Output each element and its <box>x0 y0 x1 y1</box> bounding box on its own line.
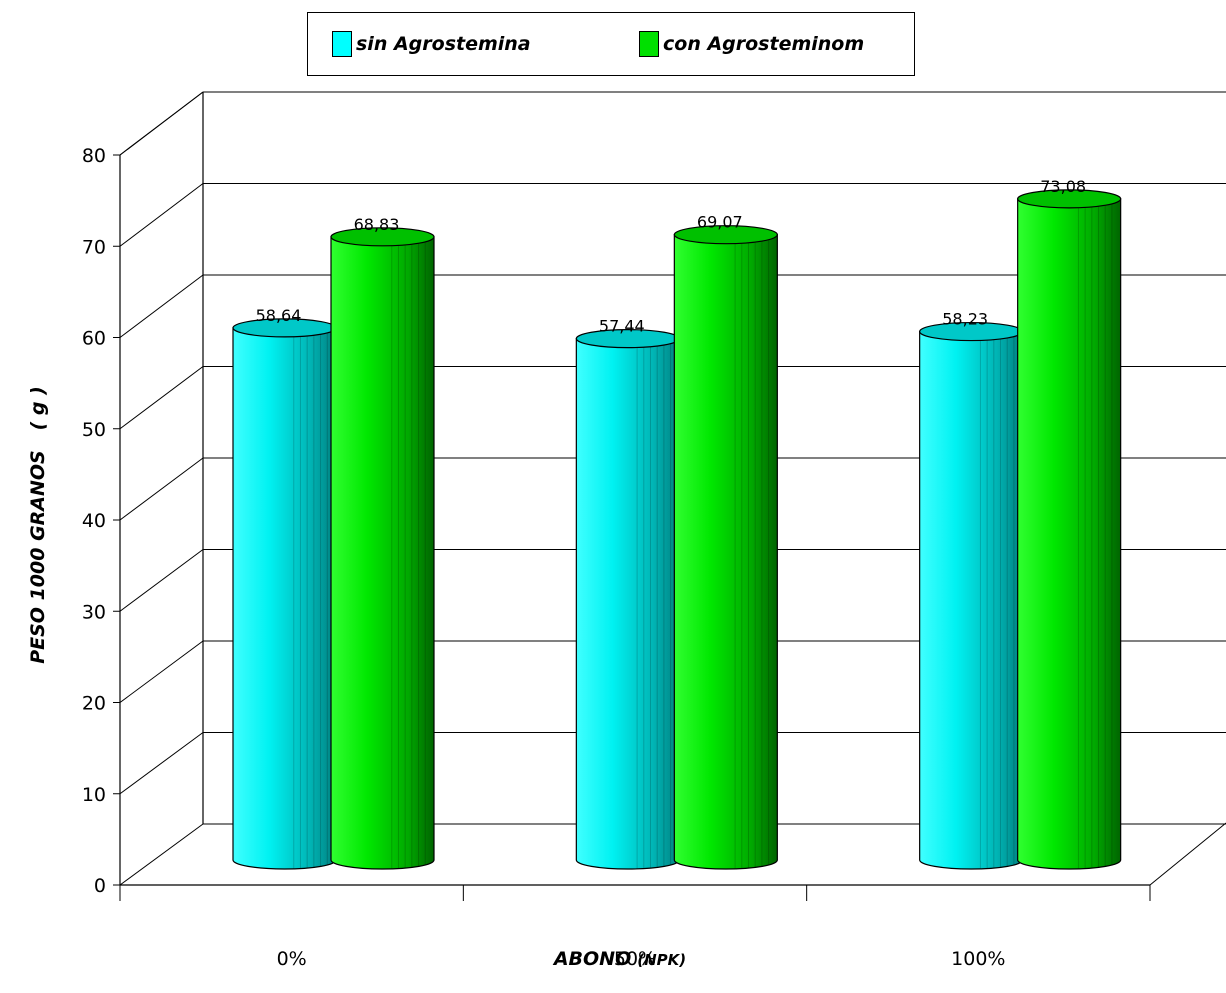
legend-item-sin-agrostemina: sin Agrostemina <box>332 31 531 57</box>
legend-label: con Agrosteminom <box>663 33 865 55</box>
side-gridline <box>119 366 204 430</box>
data-labels-group: 58,64 68,83 57,44 69,07 58,23 73,08 <box>256 177 1086 336</box>
bar-top <box>1017 189 1122 209</box>
bar-con-50pct <box>673 225 778 870</box>
x-axis: 0% 50% 100% <box>119 884 1151 970</box>
y-tick-label: 70 <box>82 236 106 258</box>
legend-swatch-green <box>639 31 659 57</box>
side-gridline <box>119 183 204 247</box>
data-label: 69,07 <box>697 213 743 232</box>
bar-body <box>330 236 435 870</box>
x-tick-label: 50% <box>614 948 656 970</box>
side-gridline <box>119 640 204 703</box>
bar-con-100pct <box>1017 189 1122 870</box>
legend-swatch-cyan <box>332 31 352 57</box>
side-gridline <box>119 91 204 156</box>
bar-body <box>673 234 778 870</box>
bar-sin-0pct <box>232 318 337 870</box>
y-axis-label: PESO 1000 GRANOS ( g ) <box>27 386 49 664</box>
floor-right-edge <box>1149 822 1226 886</box>
bar-con-0pct <box>330 227 435 870</box>
data-label: 58,64 <box>256 306 302 325</box>
side-gridline <box>119 732 204 795</box>
y-tick-label: 10 <box>82 784 106 806</box>
x-axis-label-main: ABONO <box>552 948 631 970</box>
legend: sin Agrostemina con Agrosteminom <box>307 12 915 76</box>
bar-top <box>330 227 435 247</box>
side-gridline <box>119 823 204 886</box>
data-label: 68,83 <box>354 215 400 234</box>
x-axis-label: ABONO (NPK) <box>552 948 686 970</box>
data-label: 73,08 <box>1040 177 1086 196</box>
legend-item-con-agrosteminom: con Agrosteminom <box>639 31 864 57</box>
y-tick-label: 20 <box>82 693 106 715</box>
side-gridline <box>119 274 204 338</box>
bar-sin-100pct <box>919 321 1024 870</box>
y-tick-label: 80 <box>82 145 106 167</box>
bars-group <box>232 189 1122 870</box>
bar-body <box>1017 198 1122 870</box>
legend-label: sin Agrostemina <box>356 33 531 55</box>
bar-sin-50pct <box>575 329 680 870</box>
data-label: 57,44 <box>599 317 645 336</box>
x-tick-label: 0% <box>277 948 307 970</box>
y-tick-label: 40 <box>82 510 106 532</box>
data-label: 58,23 <box>942 310 988 329</box>
y-tick-label: 30 <box>82 601 106 623</box>
y-tick-label: 50 <box>82 419 106 441</box>
y-tick-label: 0 <box>94 875 106 897</box>
y-tick-label: 60 <box>82 328 106 350</box>
x-tick-label: 100% <box>951 948 1005 970</box>
bar-top <box>673 225 778 245</box>
side-gridline <box>119 457 204 521</box>
side-gridline <box>119 549 204 612</box>
x-axis-label-suffix: (NPK) <box>637 951 686 969</box>
